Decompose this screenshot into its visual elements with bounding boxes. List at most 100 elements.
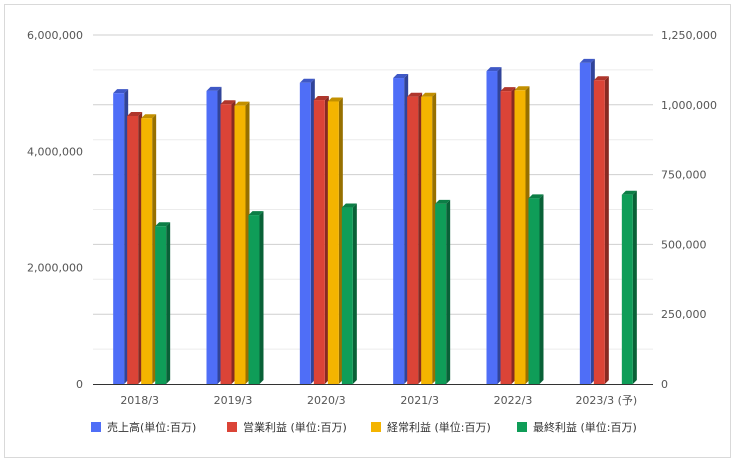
bar-side <box>632 190 637 384</box>
bar-front <box>500 91 512 384</box>
bar <box>127 111 143 384</box>
bar <box>593 76 609 384</box>
bar-front <box>141 118 153 384</box>
bar-side <box>352 203 357 384</box>
bar-front <box>407 96 419 385</box>
bar-front <box>393 78 405 384</box>
left-axis-tick-label: 4,000,000 <box>27 145 83 158</box>
bar <box>528 194 544 384</box>
legend-swatch <box>91 422 101 432</box>
bar-side <box>446 199 451 384</box>
legend-item: 最終利益 (単位:百万) <box>517 420 637 434</box>
category-label: 2018/3 <box>120 394 159 407</box>
bar-front <box>486 71 498 385</box>
right-axis-tick-label: 1,250,000 <box>661 29 717 42</box>
bar-top <box>248 211 264 216</box>
category-label: 2020/3 <box>307 394 346 407</box>
bar <box>155 222 171 384</box>
bar <box>579 58 595 385</box>
bar <box>407 92 423 385</box>
bar-top <box>500 87 516 92</box>
legend: 売上高(単位:百万) 営業利益 (単位:百万) 経常利益 (単位:百万) 最終利益 (… <box>91 420 637 434</box>
bar <box>341 203 357 384</box>
legend-label: 売上高(単位:百万) <box>107 420 196 434</box>
bar-top <box>407 92 423 97</box>
bar-top <box>528 194 544 199</box>
bar <box>313 96 329 385</box>
category-label: 2022/3 <box>494 394 533 407</box>
bar-front <box>593 80 605 384</box>
bar <box>514 86 530 384</box>
bar-front <box>155 226 167 384</box>
bar-top <box>220 100 236 105</box>
legend-item: 経常利益 (単位:百万) <box>371 420 491 434</box>
bar <box>220 100 236 384</box>
bar-top <box>141 114 157 119</box>
legend-item: 営業利益 (単位:百万) <box>227 420 347 434</box>
bar-front <box>621 194 633 384</box>
bar <box>234 101 250 384</box>
bar <box>621 190 637 384</box>
bar-side <box>604 76 609 384</box>
bar-top <box>621 190 637 195</box>
bar-front <box>514 90 526 384</box>
bar-side <box>124 89 129 385</box>
legend-label: 最終利益 (単位:百万) <box>533 420 637 434</box>
legend-swatch <box>227 422 237 432</box>
bar-front <box>248 215 260 384</box>
right-axis-ticks: 0 250,000 500,000 750,000 1,000,000 1,250,000 <box>661 29 717 391</box>
bar <box>435 199 451 384</box>
bar-front <box>127 115 139 384</box>
bar <box>327 97 343 385</box>
bar-front <box>234 105 246 384</box>
bar <box>421 92 437 385</box>
category-labels: 2018/3 2019/3 2020/3 2021/3 2022/3 2023/3 (予) <box>120 394 637 407</box>
legend-swatch <box>517 422 527 432</box>
legend-label: 営業利益 (単位:百万) <box>243 420 347 434</box>
category-label: 2023/3 (予) <box>575 394 637 407</box>
gridlines <box>93 34 653 350</box>
bar-chart: 0 2,000,000 4,000,000 6,000,000 0 250,000 500… <box>27 29 717 434</box>
left-axis-tick-label: 6,000,000 <box>27 29 83 42</box>
bar-side <box>166 222 171 384</box>
bar-top <box>435 199 451 204</box>
category-label: 2021/3 <box>400 394 439 407</box>
right-axis-tick-label: 250,000 <box>661 308 707 321</box>
right-axis-tick-label: 1,000,000 <box>661 99 717 112</box>
bar-front <box>313 100 325 385</box>
right-axis-tick-label: 500,000 <box>661 238 707 251</box>
legend-label: 経常利益 (単位:百万) <box>387 420 491 434</box>
legend-swatch <box>371 422 381 432</box>
bar-top <box>155 222 171 227</box>
right-axis-tick-label: 0 <box>661 378 668 391</box>
bar-front <box>299 82 311 385</box>
bar-front <box>206 90 218 384</box>
category-label: 2019/3 <box>214 394 253 407</box>
bar-top <box>514 86 530 91</box>
bar-top <box>593 76 609 81</box>
left-axis-tick-label: 2,000,000 <box>27 262 83 275</box>
bar-top <box>299 78 315 83</box>
right-axis-tick-label: 750,000 <box>661 169 707 182</box>
bar-top <box>579 58 595 63</box>
left-axis-tick-label: 0 <box>76 378 83 391</box>
bar <box>113 89 129 385</box>
bar-front <box>341 207 353 384</box>
bar <box>500 87 516 384</box>
bar-top <box>206 86 222 91</box>
bar <box>206 86 222 384</box>
bar-top <box>234 101 250 106</box>
bar-front <box>528 198 540 384</box>
bar-side <box>259 211 264 384</box>
bar <box>393 74 409 384</box>
bar-top <box>486 67 502 72</box>
legend-item: 売上高(単位:百万) <box>91 420 196 434</box>
bar-side <box>539 194 544 384</box>
bar <box>248 211 264 384</box>
bar-front <box>327 101 339 385</box>
bar-top <box>327 97 343 102</box>
bar-front <box>220 104 232 384</box>
bar <box>299 78 315 385</box>
chart-frame: 0 2,000,000 4,000,000 6,000,000 0 250,000 500… <box>4 4 731 458</box>
bar-top <box>393 74 409 79</box>
